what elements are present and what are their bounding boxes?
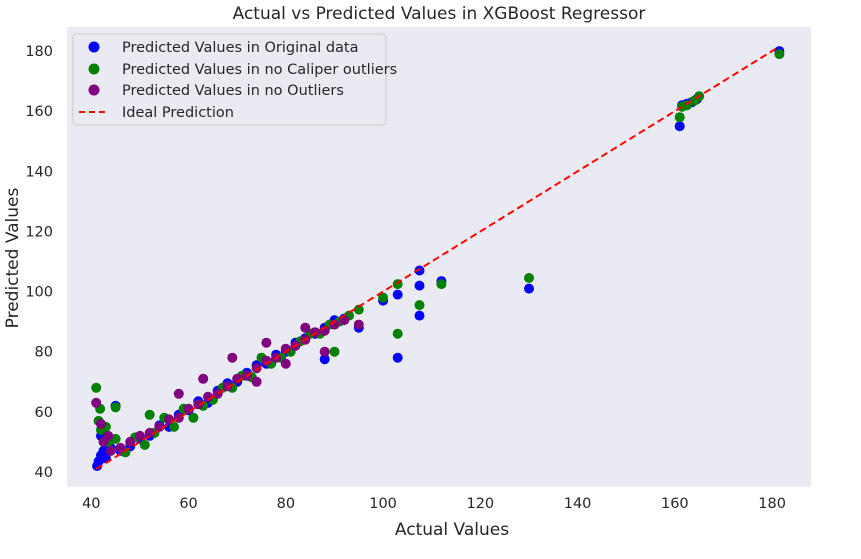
point-series-2-36 bbox=[251, 376, 262, 387]
x-tick-label: 100 bbox=[369, 496, 397, 512]
point-series-1-10 bbox=[139, 439, 150, 450]
point-series-0-42 bbox=[674, 121, 685, 132]
x-tick-label: 80 bbox=[277, 496, 295, 512]
point-series-1-38 bbox=[414, 300, 425, 311]
point-series-0-37 bbox=[414, 265, 425, 276]
point-series-2-37 bbox=[280, 358, 291, 369]
x-tick-label: 60 bbox=[179, 496, 197, 512]
point-series-0-39 bbox=[414, 310, 425, 321]
point-series-1-46 bbox=[774, 49, 785, 60]
legend-label-original: Predicted Values in Original data bbox=[122, 40, 359, 56]
y-tick-label: 80 bbox=[35, 345, 53, 361]
point-series-2-8 bbox=[144, 427, 155, 438]
legend-label-no-outliers: Predicted Values in no Outliers bbox=[122, 83, 344, 99]
point-series-2-3 bbox=[103, 430, 114, 441]
point-series-1-40 bbox=[524, 273, 534, 283]
legend-marker-no-caliper bbox=[88, 63, 100, 75]
x-tick-label: 160 bbox=[661, 496, 689, 512]
point-series-2-1 bbox=[96, 418, 106, 429]
point-series-2-31 bbox=[261, 337, 272, 348]
x-tick-label: 180 bbox=[758, 496, 786, 512]
ideal-prediction-line bbox=[95, 45, 780, 470]
point-series-1-0 bbox=[91, 382, 102, 393]
point-series-1-14 bbox=[169, 421, 179, 432]
point-series-2-13 bbox=[193, 399, 204, 410]
y-tick-label: 100 bbox=[25, 285, 53, 301]
y-tick-label: 180 bbox=[25, 44, 53, 60]
x-tick-label: 40 bbox=[82, 496, 100, 512]
point-series-0-36 bbox=[392, 352, 403, 363]
x-tick-label: 140 bbox=[564, 496, 592, 512]
legend-box bbox=[72, 33, 387, 126]
point-series-2-0 bbox=[91, 397, 102, 408]
point-series-0-33 bbox=[319, 354, 330, 365]
point-series-0-35 bbox=[392, 289, 403, 300]
point-series-2-35 bbox=[319, 346, 330, 357]
point-series-2-9 bbox=[154, 421, 165, 432]
point-series-1-34 bbox=[329, 346, 340, 357]
point-series-1-35 bbox=[378, 292, 389, 303]
legend-label-no-caliper: Predicted Values in no Caliper outliers bbox=[122, 62, 397, 78]
point-series-2-6 bbox=[125, 436, 136, 447]
point-series-1-16 bbox=[188, 412, 199, 423]
point-series-2-29 bbox=[353, 319, 364, 330]
point-series-2-4 bbox=[105, 445, 116, 456]
ideal-line-layer bbox=[95, 45, 780, 470]
point-series-1-6 bbox=[110, 402, 121, 413]
points-layer bbox=[91, 46, 785, 471]
point-series-2-5 bbox=[115, 442, 126, 453]
point-series-2-19 bbox=[251, 363, 262, 374]
point-series-2-10 bbox=[164, 414, 175, 425]
y-tick-label: 140 bbox=[25, 164, 53, 180]
y-tick-label: 160 bbox=[25, 104, 53, 120]
legend: Predicted Values in Original data Predic… bbox=[72, 33, 397, 126]
point-series-2-34 bbox=[198, 373, 209, 384]
point-series-2-33 bbox=[173, 388, 184, 399]
point-series-1-11 bbox=[144, 409, 155, 420]
point-series-2-30 bbox=[227, 352, 238, 363]
y-tick-label: 40 bbox=[35, 465, 53, 481]
point-series-2-15 bbox=[212, 388, 223, 399]
x-axis-label: Actual Values bbox=[395, 520, 509, 540]
point-series-2-11 bbox=[173, 412, 184, 423]
x-tick-label: 120 bbox=[466, 496, 494, 512]
legend-marker-original bbox=[88, 41, 100, 53]
point-series-0-41 bbox=[524, 283, 534, 294]
y-tick-label: 60 bbox=[35, 405, 53, 421]
legend-label-ideal: Ideal Prediction bbox=[122, 105, 234, 121]
point-series-1-39 bbox=[436, 279, 447, 290]
legend-marker-no-outliers bbox=[88, 84, 100, 96]
point-series-2-16 bbox=[222, 381, 233, 392]
y-ticks: 40 60 80 100 120 140 160 180 bbox=[25, 44, 53, 481]
y-axis-label: Predicted Values bbox=[3, 187, 23, 328]
point-series-1-33 bbox=[353, 304, 364, 315]
point-series-1-41 bbox=[674, 112, 685, 123]
point-series-2-7 bbox=[134, 430, 145, 441]
point-series-0-38 bbox=[414, 280, 425, 291]
x-ticks: 40 60 80 100 120 140 160 180 bbox=[82, 496, 786, 512]
chart-title: Actual vs Predicted Values in XGBoost Re… bbox=[233, 4, 646, 24]
point-series-2-32 bbox=[300, 322, 311, 333]
y-tick-label: 120 bbox=[25, 224, 53, 240]
point-series-1-37 bbox=[392, 328, 403, 339]
